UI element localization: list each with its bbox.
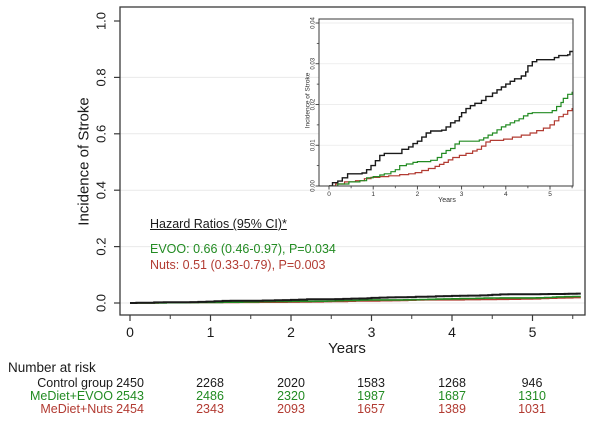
- main-plot-border: [119, 6, 586, 316]
- risk-value: 1687: [438, 389, 466, 403]
- risk-value: 2486: [196, 389, 224, 403]
- risk-row-label: MeDiet+Nuts: [40, 402, 113, 416]
- risk-value: 1583: [357, 376, 385, 390]
- risk-table-row-evoo: MeDiet+EVOO 2543 2486 2320 1987 1687 131…: [0, 389, 600, 403]
- risk-table-row-nuts: MeDiet+Nuts 2454 2343 2093 1657 1389 103…: [0, 402, 600, 416]
- inset-y-axis-label: Incidence of Stroke: [304, 72, 312, 129]
- inset-x-tick-label: 5: [548, 191, 552, 198]
- main-y-tick-label: 0.0: [93, 294, 108, 312]
- control-inset-curve: [329, 50, 573, 186]
- inset-x-tick-label: 0: [327, 191, 331, 198]
- control-main-curve: [130, 292, 581, 304]
- main-series-group: [130, 292, 581, 304]
- risk-row-label: Control group: [37, 376, 113, 390]
- inset-x-axis-label: Years: [438, 197, 456, 204]
- mediet+nuts-inset-curve: [329, 108, 573, 186]
- inset-x-tick-label: 3: [460, 191, 464, 198]
- main-x-tick-label: 4: [448, 324, 456, 340]
- hazard-ratio-nuts: Nuts: 0.51 (0.33-0.79), P=0.003: [150, 258, 326, 272]
- mediet+evoo-main-curve: [130, 295, 581, 304]
- inset-x-tick-label: 4: [504, 191, 508, 198]
- risk-value: 1268: [438, 376, 466, 390]
- main-y-tick-label: 0.4: [93, 181, 108, 199]
- risk-value: 1657: [357, 402, 385, 416]
- risk-value: 1031: [518, 402, 546, 416]
- risk-value: 2543: [116, 389, 144, 403]
- main-x-tick-label: 5: [529, 324, 537, 340]
- mediet+evoo-inset-curve: [329, 91, 573, 186]
- risk-value: 2343: [196, 402, 224, 416]
- risk-value: 2268: [196, 376, 224, 390]
- main-y-tick-label: 0.8: [93, 68, 108, 86]
- inset-x-tick-label: 2: [416, 191, 420, 198]
- risk-value: 1389: [438, 402, 466, 416]
- risk-value: 2020: [277, 376, 305, 390]
- inset-x-tick-label: 1: [371, 191, 375, 198]
- main-x-axis-label: Years: [328, 340, 366, 357]
- risk-value: 946: [521, 376, 543, 390]
- hazard-ratio-header: Hazard Ratios (95% CI)*: [150, 217, 287, 231]
- risk-value: 2320: [277, 389, 305, 403]
- main-y-axis-label: Incidence of Stroke: [75, 97, 93, 226]
- risk-value: 2450: [116, 376, 144, 390]
- hazard-ratio-annotation: Hazard Ratios (95% CI)* EVOO: 0.66 (0.46…: [150, 217, 336, 273]
- hazard-ratio-evoo: EVOO: 0.66 (0.46-0.97), P=0.034: [150, 242, 336, 256]
- main-x-tick-label: 2: [287, 324, 295, 340]
- risk-value: 1987: [357, 389, 385, 403]
- main-x-tick-label: 1: [207, 324, 215, 340]
- inset-y-tick-label: 0.04: [311, 17, 317, 29]
- inset-plot-border: [318, 18, 574, 187]
- risk-table-row-control: Control group 2450 2268 2020 1583 1268 9…: [0, 376, 600, 390]
- risk-table-title: Number at risk: [8, 360, 96, 375]
- inset-y-tick-label: 0.03: [311, 57, 317, 69]
- risk-value: 2454: [116, 402, 144, 416]
- risk-value: 1310: [518, 389, 546, 403]
- inset-plot: 0 1 2 3 4 5 0.00 0.01 0.02 0.03 0.04: [311, 17, 574, 198]
- inset-y-tick-label: 0.02: [311, 98, 317, 110]
- main-x-tick-label: 0: [126, 324, 134, 340]
- inset-y-tick-label: 0.01: [311, 139, 317, 151]
- inset-y-tick-label: 0.00: [311, 180, 317, 192]
- main-y-tick-label: 0.6: [93, 125, 108, 143]
- main-y-tick-label: 0.2: [93, 238, 108, 256]
- risk-row-label: MeDiet+EVOO: [29, 389, 113, 403]
- main-y-tick-label: 1.0: [93, 12, 108, 30]
- risk-value: 2093: [277, 402, 305, 416]
- main-x-tick-label: 3: [368, 324, 376, 340]
